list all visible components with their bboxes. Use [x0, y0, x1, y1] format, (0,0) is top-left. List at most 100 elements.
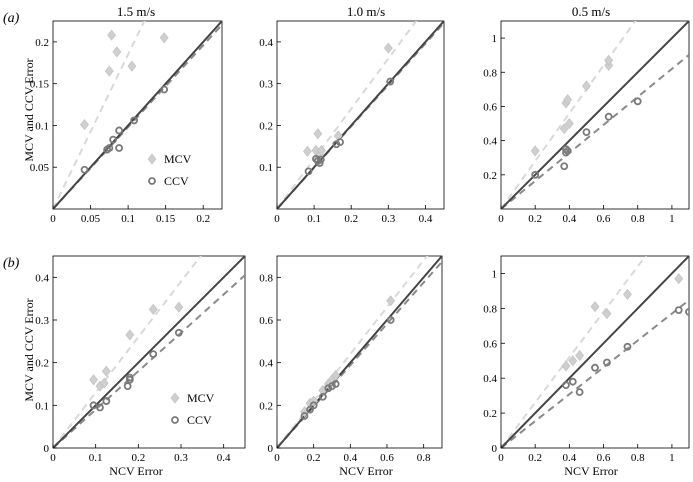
ylabel-row-b: MCV and CCV Error	[22, 298, 36, 401]
x-tick-label: 0	[498, 213, 504, 225]
mcv-point	[602, 308, 612, 320]
x-tick-label: 0.8	[631, 452, 645, 464]
x-tick-label: 0.2	[131, 452, 145, 464]
mcv-point	[89, 374, 98, 386]
legend: MCV CCV	[147, 152, 192, 188]
ccv-point	[604, 112, 613, 121]
identity-line	[53, 21, 222, 209]
y-tick-label: 0	[268, 443, 274, 455]
mcv-point	[107, 29, 116, 41]
mcv-point	[148, 303, 158, 315]
ccv-point	[105, 144, 114, 152]
ccv-point	[562, 381, 570, 390]
ccv-point	[623, 342, 632, 351]
legend-mcv-marker	[147, 153, 157, 165]
legend-ccv-marker	[148, 177, 156, 185]
identity-line	[53, 256, 245, 448]
plot-area	[501, 256, 689, 448]
title-0-5: 0.5 m/s	[572, 4, 610, 19]
legend-mcv-marker	[170, 392, 180, 404]
mcv-point	[303, 145, 312, 157]
x-tick-label: 0.4	[562, 452, 576, 464]
y-tick-label: 0.2	[35, 358, 49, 370]
x-tick-label: 0.1	[121, 213, 135, 225]
y-tick-label: 0.2	[35, 37, 49, 49]
ccv-point	[633, 97, 642, 106]
ccv-point	[386, 316, 395, 324]
y-tick-label: 0.6	[483, 338, 497, 350]
x-tick-label: 0.2	[196, 213, 210, 225]
y-tick-label: 0.2	[483, 170, 497, 182]
fit-line-mcv	[53, 256, 202, 448]
mcv-point	[99, 377, 109, 389]
ccv-point	[80, 165, 89, 174]
ccv-point	[386, 77, 395, 86]
mcv-point	[563, 94, 573, 106]
ccv-point	[582, 128, 591, 136]
y-tick-label: 0.2	[259, 120, 273, 132]
row-label-a: (a)	[3, 11, 20, 26]
y-tick-label: 0.1	[35, 400, 49, 412]
fit-line-mcv	[501, 256, 647, 448]
y-tick-label: 0	[44, 443, 50, 455]
fit-line-mcv	[277, 256, 429, 448]
ccv-point	[304, 167, 313, 176]
ccv-point	[102, 397, 111, 405]
mcv-point	[568, 355, 578, 367]
y-tick-label: 0.4	[35, 272, 49, 284]
mcv-point	[127, 60, 137, 72]
x-tick-label: 0	[274, 452, 280, 464]
x-tick-label: 0	[274, 213, 280, 225]
x-tick-label: 0.3	[174, 452, 188, 464]
ccv-point	[149, 350, 158, 359]
x-tick-label: 0.6	[597, 213, 611, 225]
ccv-point	[674, 306, 683, 315]
x-tick-label: 0.3	[381, 213, 395, 225]
plot-area	[277, 21, 444, 209]
ccv-point	[591, 363, 599, 372]
mcv-point	[623, 288, 632, 300]
x-tick-label: 1	[669, 452, 675, 464]
mcv-point	[590, 301, 600, 313]
ccv-point	[125, 373, 134, 382]
panel-2: 0 0.1 0.2 0.3 0.4 0.1 0.2 0.3 0.4	[259, 20, 445, 225]
plot-area	[501, 21, 689, 209]
mcv-point	[674, 273, 684, 285]
ccv-point	[115, 144, 123, 152]
mcv-point	[112, 46, 122, 58]
ccv-point	[336, 138, 344, 147]
y-tick-label: 0.1	[259, 162, 273, 174]
mcv-point	[174, 301, 184, 313]
y-tick-label: 0.4	[259, 358, 273, 370]
mcv-point	[80, 119, 89, 131]
x-tick-label: 0.4	[343, 452, 357, 464]
x-tick-label: 0.4	[419, 213, 433, 225]
ccv-point	[115, 126, 123, 135]
plot-area	[53, 21, 222, 209]
x-tick-label: 0	[50, 452, 56, 464]
mcv-point	[104, 65, 114, 77]
mcv-point	[386, 295, 396, 307]
column-titles: 1.5 m/s 1.0 m/s 0.5 m/s	[117, 4, 610, 19]
ccv-point	[309, 401, 318, 410]
ccv-point	[130, 116, 139, 125]
y-tick-label: 0.2	[483, 408, 497, 420]
mcv-point	[313, 128, 323, 140]
y-tick-label: 0	[492, 443, 498, 455]
x-tick-label: 0.2	[344, 213, 358, 225]
x-tick-label: 0.4	[217, 452, 231, 464]
x-tick-label: 0	[498, 452, 504, 464]
xlabel-col-3: NCV Error	[564, 464, 617, 478]
x-tick-label: 0.2	[307, 452, 321, 464]
mcv-point	[383, 42, 393, 54]
mcv-point	[564, 118, 574, 130]
x-tick-label: 1	[669, 213, 675, 225]
legend-ccv-marker	[171, 416, 179, 424]
y-tick-label: 0.8	[259, 272, 273, 284]
ccv-point	[562, 145, 570, 154]
y-tick-label: 0.6	[259, 315, 273, 327]
ccv-point	[560, 162, 569, 171]
x-tick-label: 0.15	[156, 213, 176, 225]
y-tick-label: 0.4	[483, 373, 497, 385]
